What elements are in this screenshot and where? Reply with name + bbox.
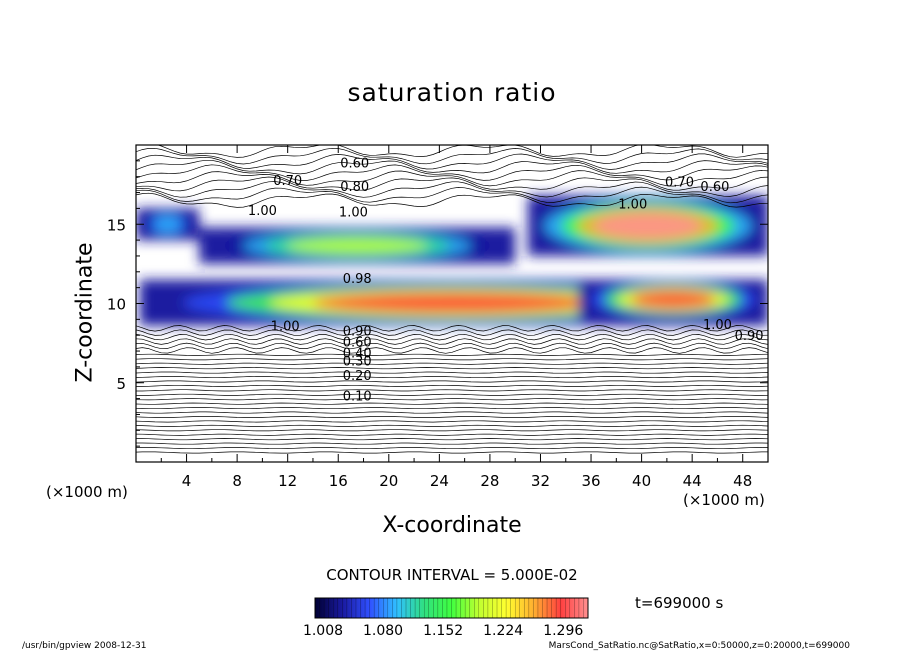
contour-label: 1.00 [339,206,368,221]
time-annotation: t=699000 s [635,594,724,612]
x-tick-label: 44 [683,472,702,490]
contour-label: 0.90 [343,324,372,339]
x-tick-label: 8 [232,472,242,490]
x-tick-label: 48 [733,472,752,490]
colorbar-tick-label: 1.296 [543,623,583,639]
x-tick-label: 24 [430,472,449,490]
contour-label: 0.70 [665,175,694,190]
colorbar-tick-label: 1.008 [303,623,343,639]
contour-label: 0.20 [343,369,372,384]
x-tick-label: 4 [182,472,192,490]
y-axis-units: (×1000 m) [46,483,128,501]
contour-label: 1.00 [248,204,277,219]
contour-label: 1.00 [703,318,732,333]
x-tick-label: 40 [632,472,651,490]
colorbar-tick-label: 1.080 [363,623,403,639]
x-axis-units: (×1000 m) [683,491,765,509]
contour-label: 0.80 [340,180,369,195]
colorbar-tick-label: 1.152 [423,623,463,639]
footer-right: MarsCond_SatRatio.nc@SatRatio,x=0:50000,… [548,641,850,651]
contour-label: 0.60 [343,336,372,351]
y-tick-label: 15 [107,216,126,234]
x-tick-label: 16 [329,472,348,490]
y-tick-label: 10 [107,296,126,314]
x-tick-label: 12 [278,472,297,490]
contour-label: 0.98 [343,272,372,287]
contour-label: 1.00 [271,320,300,335]
contour-label: 0.10 [343,389,372,404]
contour-label: 0.60 [340,156,369,171]
x-tick-label: 20 [379,472,398,490]
chart-title: saturation ratio [347,78,557,107]
contour-label: 0.70 [273,174,302,189]
contour-lines [136,145,768,454]
contour-label: 1.00 [618,198,647,213]
footer-left: /usr/bin/gpview 2008-12-31 [22,641,147,651]
saturation-fill [136,195,768,326]
contour-label-group: 0.60 0.70 0.80 1.00 1.00 0.70 0.60 1.00 0.98 1.00… [248,156,764,404]
x-tick-label: 32 [531,472,550,490]
y-axis-label: Z-coordinate [72,242,98,383]
x-axis-label: X-coordinate [382,513,522,538]
contour-interval-label: CONTOUR INTERVAL = 5.000E-02 [326,566,578,584]
y-tick-label: 5 [116,375,126,393]
colorbar-tick-label: 1.224 [483,623,523,639]
contour-label: 0.90 [735,329,764,344]
contour-label: 0.30 [343,355,372,370]
x-tick-label: 28 [480,472,499,490]
contour-label: 0.40 [343,347,372,362]
x-tick-label: 36 [581,472,600,490]
contour-label: 0.60 [700,180,729,195]
